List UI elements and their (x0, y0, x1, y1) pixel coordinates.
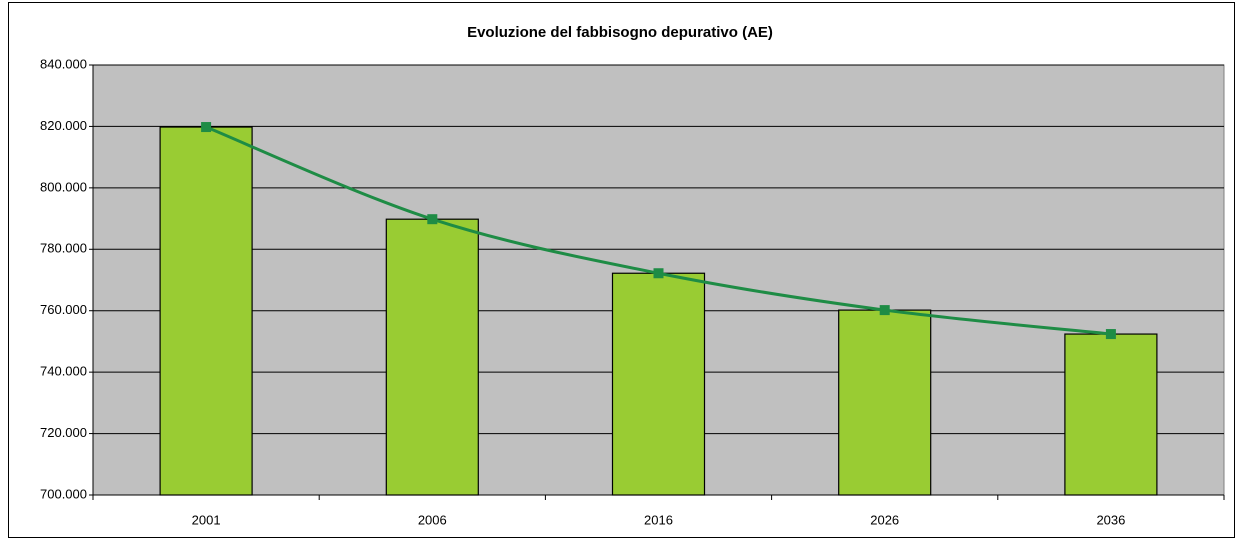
y-tick-label: 720.000 (40, 425, 87, 440)
line-marker (201, 122, 212, 133)
line-marker (1105, 329, 1116, 340)
x-tick-label: 2036 (1096, 512, 1125, 527)
bar (385, 218, 479, 496)
x-tick-label: 2016 (644, 512, 673, 527)
y-tick-label: 760.000 (40, 302, 87, 317)
x-tick-label: 2001 (192, 512, 221, 527)
line-marker (879, 305, 890, 316)
bar (159, 126, 253, 496)
line-marker (427, 214, 438, 225)
y-tick-label: 780.000 (40, 241, 87, 256)
line-marker (653, 268, 664, 279)
bar (1064, 333, 1158, 496)
chart-title: Evoluzione del fabbisogno depurativo (AE… (467, 24, 773, 41)
bar (838, 309, 932, 496)
y-tick-label: 700.000 (40, 486, 87, 501)
y-tick-label: 740.000 (40, 364, 87, 379)
x-tick-label: 2026 (870, 512, 899, 527)
y-tick-label: 800.000 (40, 179, 87, 194)
bar (611, 272, 706, 496)
x-tick-label: 2006 (418, 512, 447, 527)
y-tick-label: 820.000 (40, 118, 87, 133)
y-tick-label: 840.000 (40, 56, 87, 71)
